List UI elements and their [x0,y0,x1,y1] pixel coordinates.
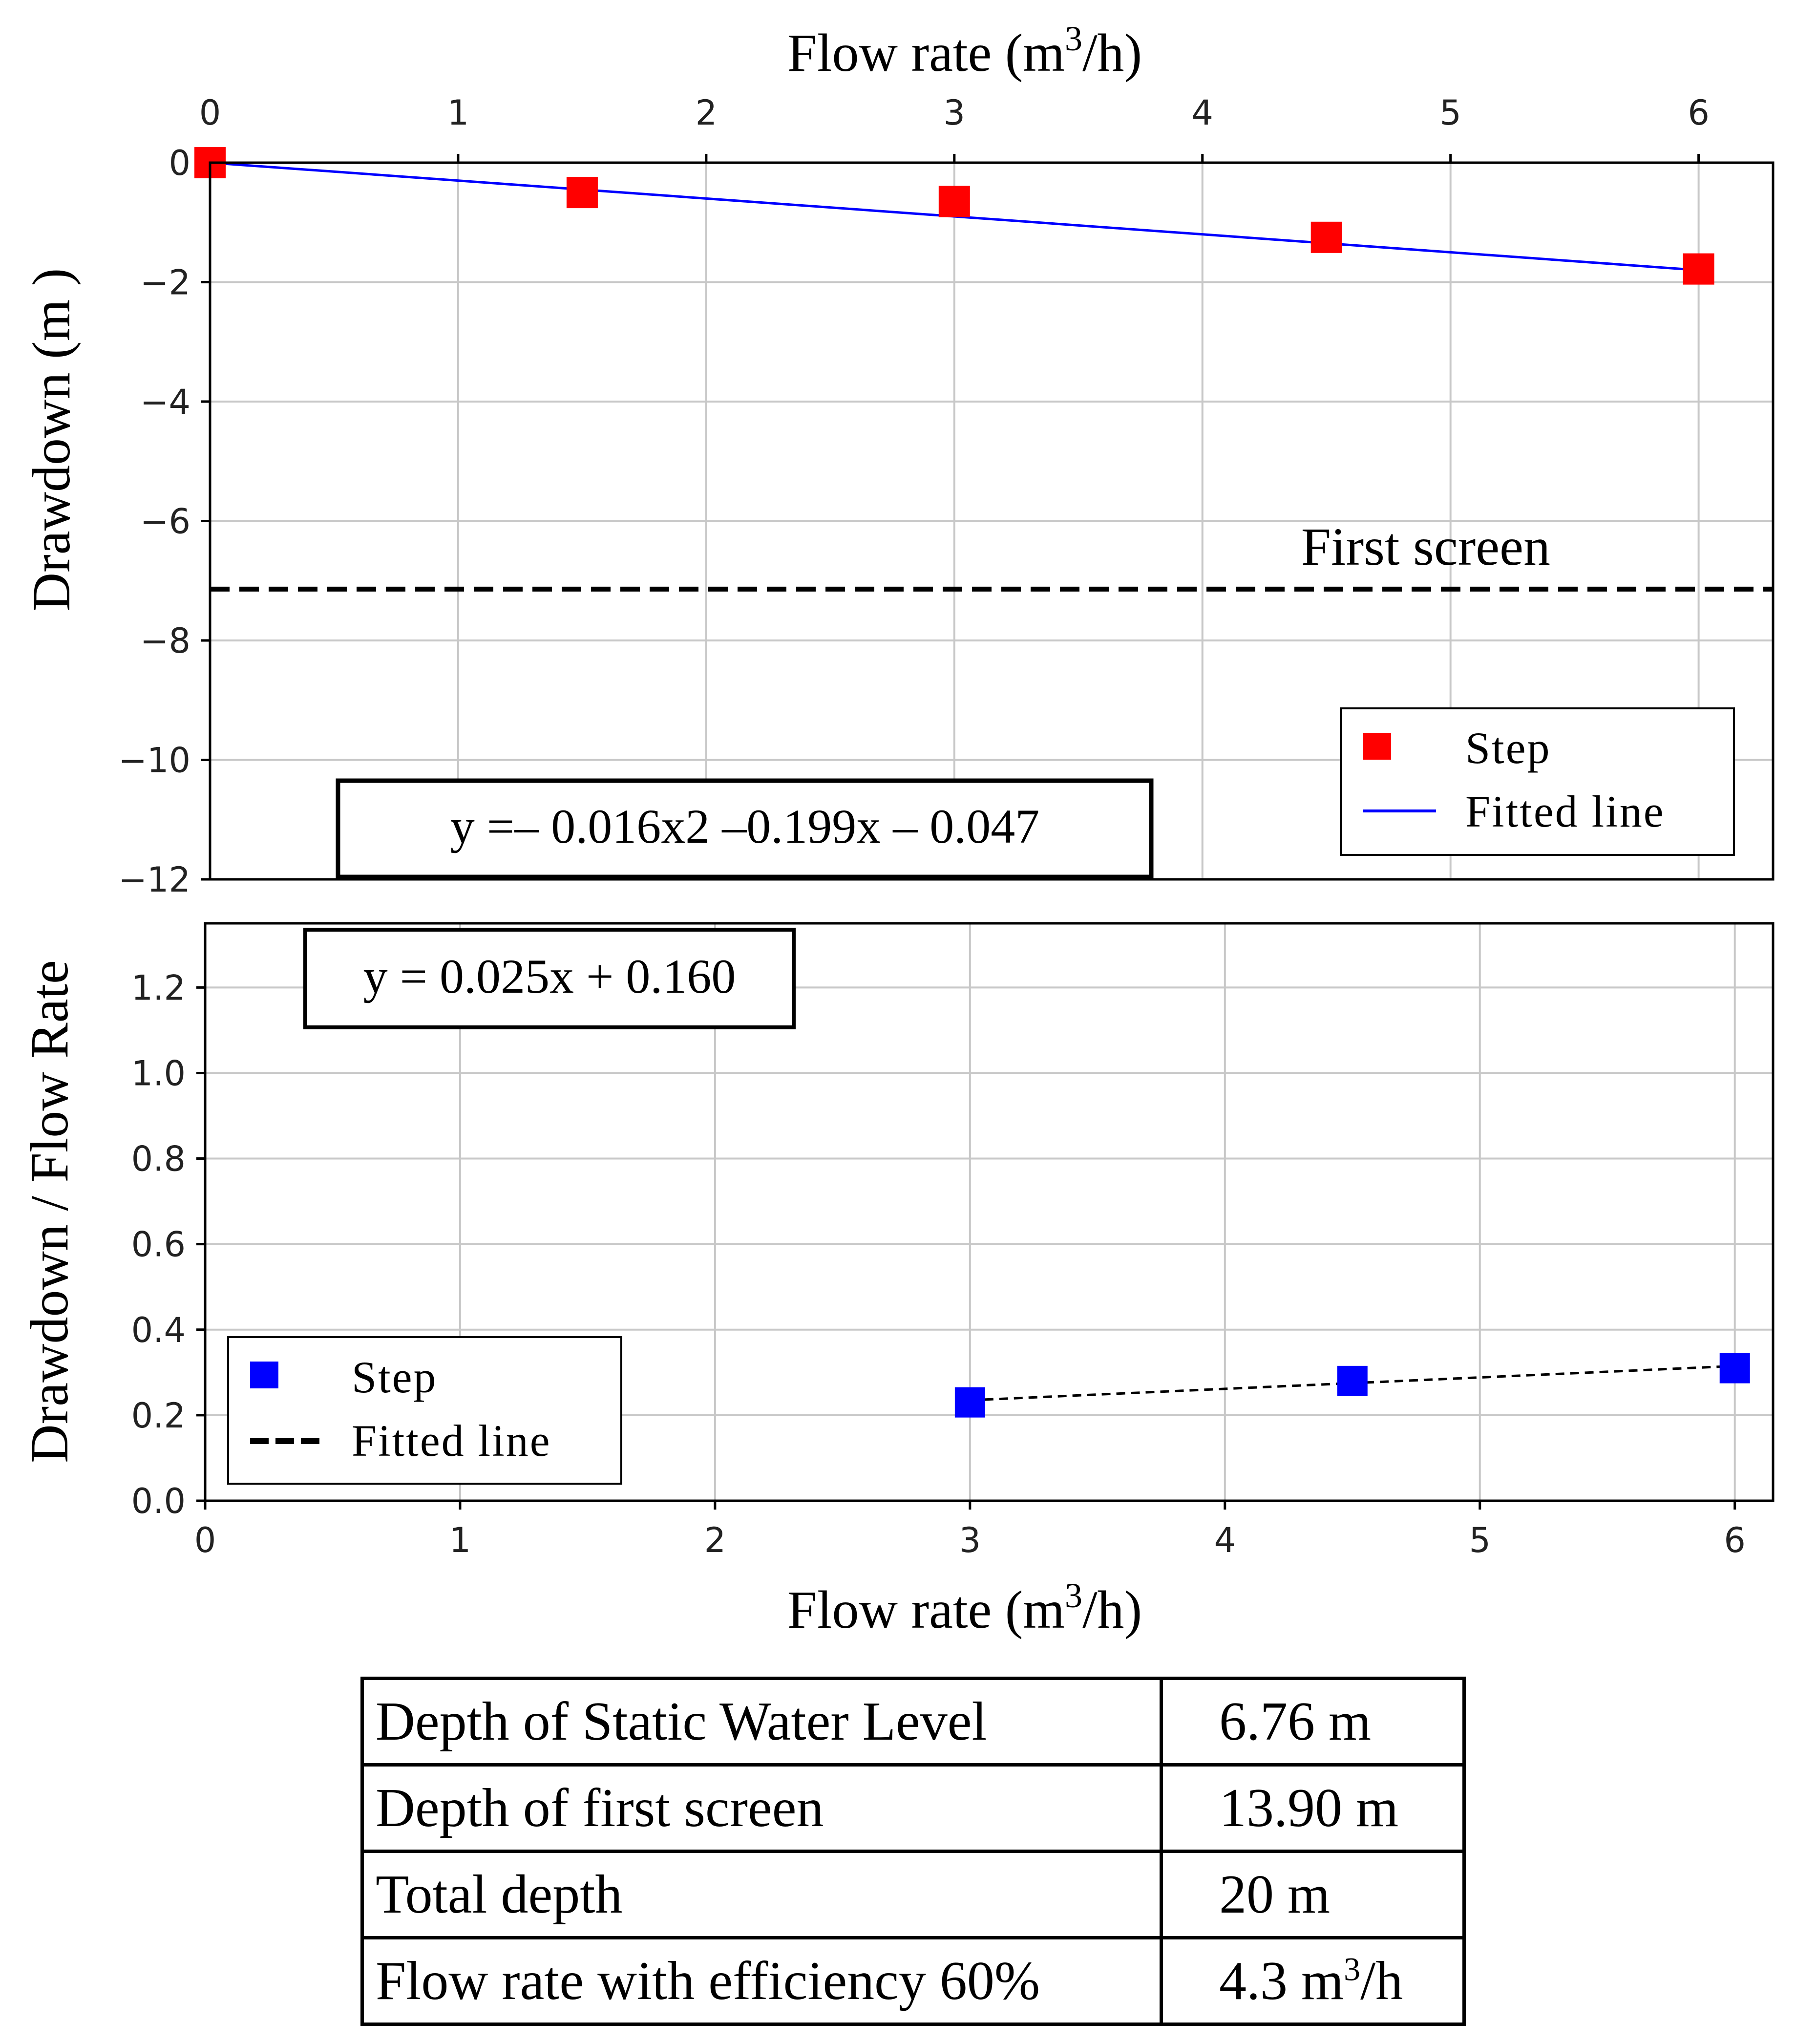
bottom-equation-box: y = 0.025x + 0.160 [303,928,796,1029]
top-y-tick-label: 0 [169,143,190,183]
bottom-legend-fitted-label: Fitted line [352,1416,551,1466]
table-row: Total depth 20 m [360,1850,1466,1939]
bottom-y-tick-label: 1.2 [131,968,186,1008]
row-value-static-water-level: 6.76 m [1160,1677,1466,1767]
top-y-axis-title: Drawdown (m ) [21,268,81,612]
row-value-flow-rate-efficiency: 4.3 m3/h [1160,1936,1466,2026]
top-step-point [938,186,970,217]
top-legend: Step Fitted line [1340,707,1735,856]
row-label-flow-rate-efficiency: Flow rate with efficiency 60% [360,1936,1163,2026]
top-plot-frame [209,161,1775,881]
top-y-tick-label: −10 [118,741,190,781]
top-y-tick-label: −4 [140,382,190,422]
bottom-x-tick-label: 1 [449,1520,471,1560]
bottom-y-tick-label: 0.0 [131,1481,186,1521]
bottom-x-tick-label: 4 [1214,1520,1236,1560]
bottom-y-tick-label: 0.6 [131,1225,186,1265]
bottom-x-tick-label: 0 [194,1520,216,1560]
row-value-first-screen: 13.90 m [1160,1763,1466,1853]
row-label-total-depth: Total depth [360,1850,1163,1939]
bottom-step-points [954,1353,1750,1418]
top-y-tick-label: −2 [140,263,190,303]
table-row: Depth of Static Water Level 6.76 m [360,1677,1466,1767]
top-step-point [566,177,598,209]
row-value-total-depth: 20 m [1160,1850,1466,1939]
table-row: Flow rate with efficiency 60% 4.3 m3/h [360,1936,1466,2026]
bottom-x-tick-label: 6 [1724,1520,1746,1560]
bottom-legend-step-swatch [250,1362,278,1388]
bottom-plot-frame [204,922,1775,1502]
bottom-step-point [1719,1353,1750,1384]
value-suffix: /h [1360,1950,1403,2011]
top-tick-labels: 0 1 2 3 4 5 6 0 −2 −4 −6 −8 −10 −12 [118,93,1710,900]
top-x-axis-title: Flow rate (m3/h) [787,19,1142,83]
top-legend-step-label: Step [1465,723,1551,773]
top-x-tick-label: 3 [944,93,966,133]
row-label-static-water-level: Depth of Static Water Level [360,1677,1163,1767]
top-legend-step-swatch [1363,733,1391,760]
specific-drawdown-chart: Drawdown / Flow Rate Flow rate (m3/h) 0 1… [20,922,1775,1639]
top-legend-fitted-label: Fitted line [1465,787,1665,836]
bottom-y-tick-label: 0.2 [131,1396,186,1436]
top-step-point [1683,253,1714,285]
bottom-tick-labels: 0 1 2 3 4 5 6 0.0 0.2 0.4 0.6 0.8 1.0 1.2 [131,968,1746,1560]
top-y-tick-label: −12 [118,860,190,900]
bottom-legend: Step Fitted line [227,1336,622,1485]
top-y-tick-label: −6 [140,502,190,542]
top-step-points [194,147,1714,285]
top-equation-box: y =– 0.016x2 –0.199x – 0.047 [336,778,1154,879]
bottom-y-tick-label: 1.0 [131,1053,186,1093]
value-prefix: 4.3 m [1219,1950,1344,2011]
bottom-x-tick-label: 5 [1469,1520,1491,1560]
top-equation: y =– 0.016x2 –0.199x – 0.047 [450,799,1039,853]
bottom-equation: y = 0.025x + 0.160 [363,949,736,1003]
bottom-y-axis-title: Drawdown / Flow Rate [20,960,79,1463]
row-label-first-screen: Depth of first screen [360,1763,1163,1853]
bottom-x-tick-label: 2 [704,1520,726,1560]
well-summary-table: Depth of Static Water Level 6.76 m Depth… [360,1677,1466,2026]
top-x-tick-label: 2 [696,93,718,133]
table-row: Depth of first screen 13.90 m [360,1763,1466,1853]
bottom-x-axis-title: Flow rate (m3/h) [787,1576,1142,1639]
top-x-tick-label: 6 [1688,93,1710,133]
top-y-tick-label: −8 [140,621,190,661]
bottom-step-point [1337,1365,1368,1396]
first-screen-label: First screen [1301,517,1550,576]
top-x-tick-label: 0 [199,93,221,133]
bottom-step-point [954,1387,985,1418]
drawdown-chart: Flow rate (m3/h) Drawdown (m ) 0 1 2 3 4 5 6 0 −… [21,19,1775,900]
bottom-y-tick-label: 0.4 [131,1310,186,1350]
value-sup: 3 [1344,1950,1361,1988]
top-x-tick-label: 1 [447,93,469,133]
top-step-point [1310,221,1342,253]
top-x-tick-label: 4 [1191,93,1213,133]
top-x-tick-label: 5 [1439,93,1461,133]
bottom-y-tick-label: 0.8 [131,1139,186,1179]
bottom-legend-step-label: Step [352,1352,438,1402]
bottom-x-tick-label: 3 [959,1520,981,1560]
